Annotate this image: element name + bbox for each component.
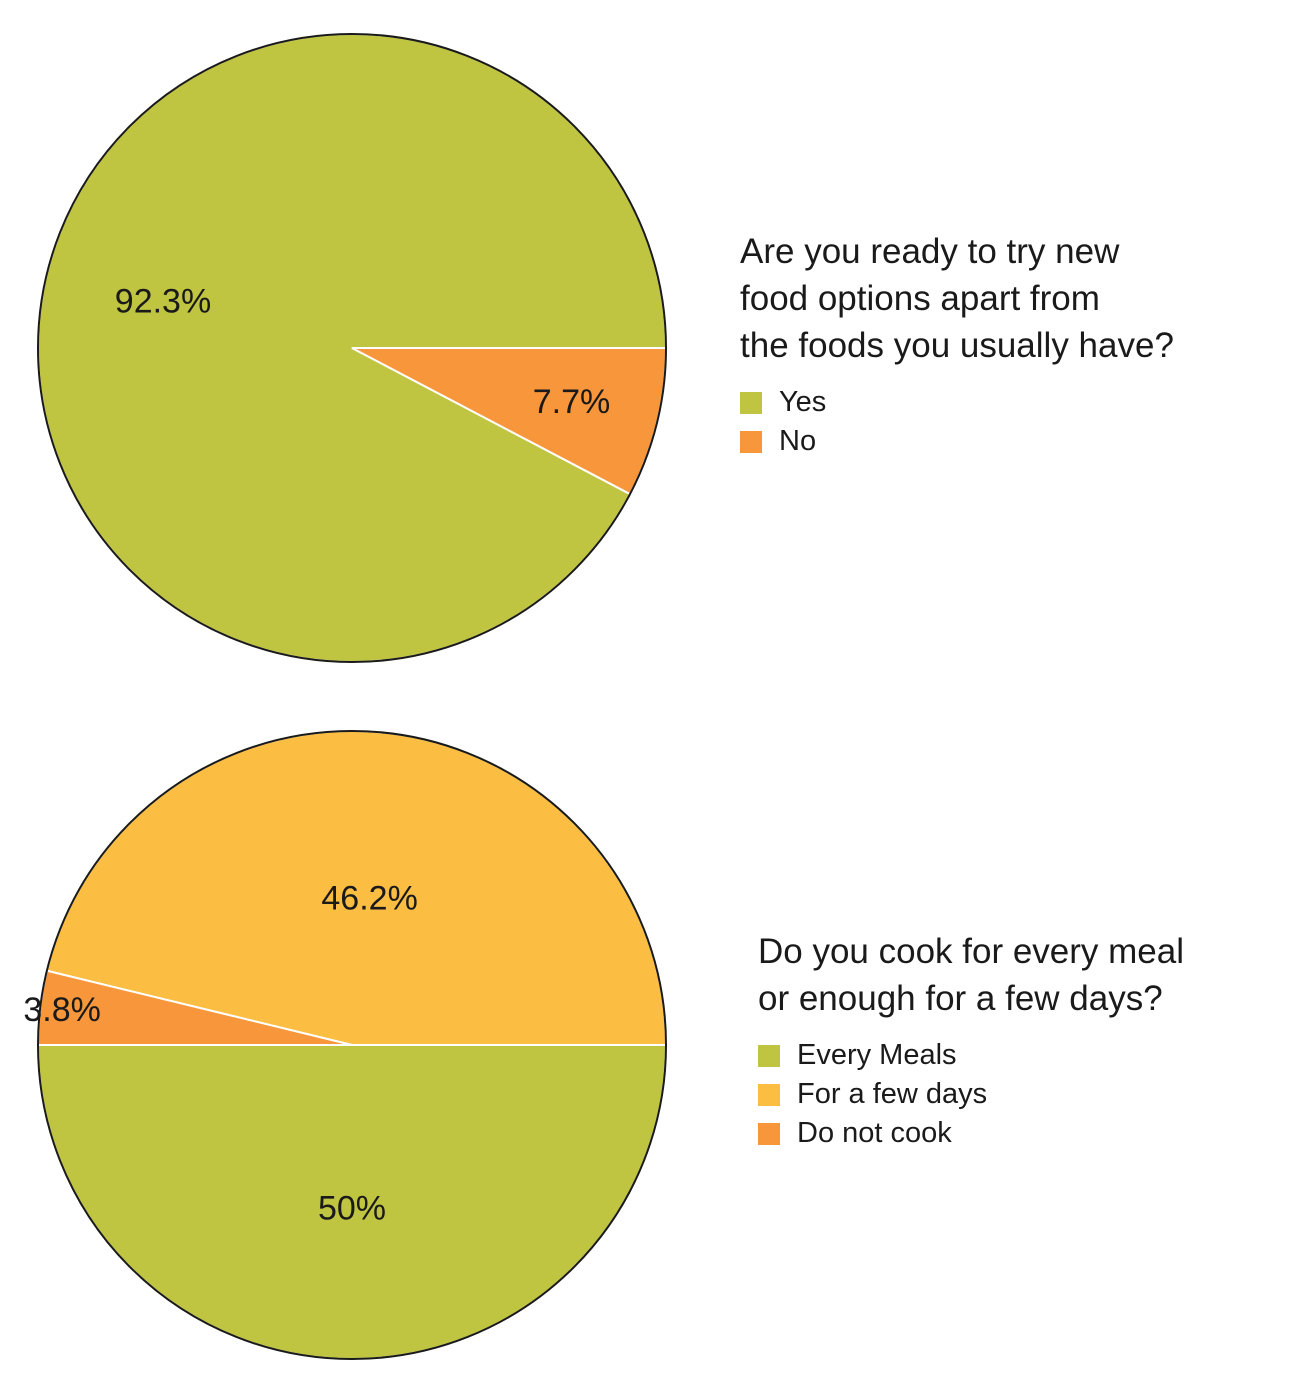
legend-items: Yes No xyxy=(740,383,1280,461)
slice-label-for-a-few-days: 46.2% xyxy=(321,880,417,918)
legend-swatch xyxy=(740,430,762,453)
pie-chart-svg: 92.3% 7.7% xyxy=(37,33,668,663)
chart-title-line: the foods you usually have? xyxy=(740,326,1174,365)
chart-title-line: or enough for a few days? xyxy=(758,979,1163,1018)
legend-label: Do not cook xyxy=(797,1117,952,1149)
legend-item-every-meals: Every Meals xyxy=(758,1036,1278,1075)
pie-chart-cooking-frequency: 50% 46.2% 3.8% Do you cook for every meal … xyxy=(0,700,1290,1394)
legend-label: Every Meals xyxy=(797,1039,957,1071)
legend-swatch xyxy=(758,1122,780,1145)
legend-label: For a few days xyxy=(797,1078,988,1110)
pie-chart-svg: 50% 46.2% 3.8% xyxy=(23,730,668,1360)
chart-legend: Do you cook for every meal or enough for… xyxy=(758,928,1278,1153)
legend-swatch xyxy=(758,1044,780,1067)
chart-title: Are you ready to try new food options ap… xyxy=(740,228,1280,369)
legend-label: No xyxy=(779,425,817,457)
slice-label-do-not-cook: 3.8% xyxy=(23,991,101,1029)
legend-item-for-a-few-days: For a few days xyxy=(758,1075,1278,1114)
legend-items: Every Meals For a few days Do not cook xyxy=(758,1036,1278,1153)
legend-item-no: No xyxy=(740,422,1280,461)
slice-label-no: 7.7% xyxy=(533,383,611,421)
pie-outline xyxy=(37,730,667,1360)
legend-label: Yes xyxy=(779,386,827,418)
pie-outline xyxy=(37,33,667,663)
legend-swatch xyxy=(758,1083,780,1106)
legend-swatch xyxy=(740,391,762,414)
chart-title-line: Are you ready to try new xyxy=(740,232,1120,271)
legend-item-do-not-cook: Do not cook xyxy=(758,1114,1278,1153)
legend-item-yes: Yes xyxy=(740,383,1280,422)
chart-title-line: food options apart from xyxy=(740,279,1100,318)
pie-chart-try-new-foods: 92.3% 7.7% Are you ready to try new food … xyxy=(0,0,1290,680)
chart-title-line: Do you cook for every meal xyxy=(758,932,1185,971)
slice-label-yes: 92.3% xyxy=(115,282,211,320)
chart-title: Do you cook for every meal or enough for… xyxy=(758,928,1278,1022)
chart-legend: Are you ready to try new food options ap… xyxy=(740,228,1280,461)
slice-label-every-meals: 50% xyxy=(318,1189,386,1227)
